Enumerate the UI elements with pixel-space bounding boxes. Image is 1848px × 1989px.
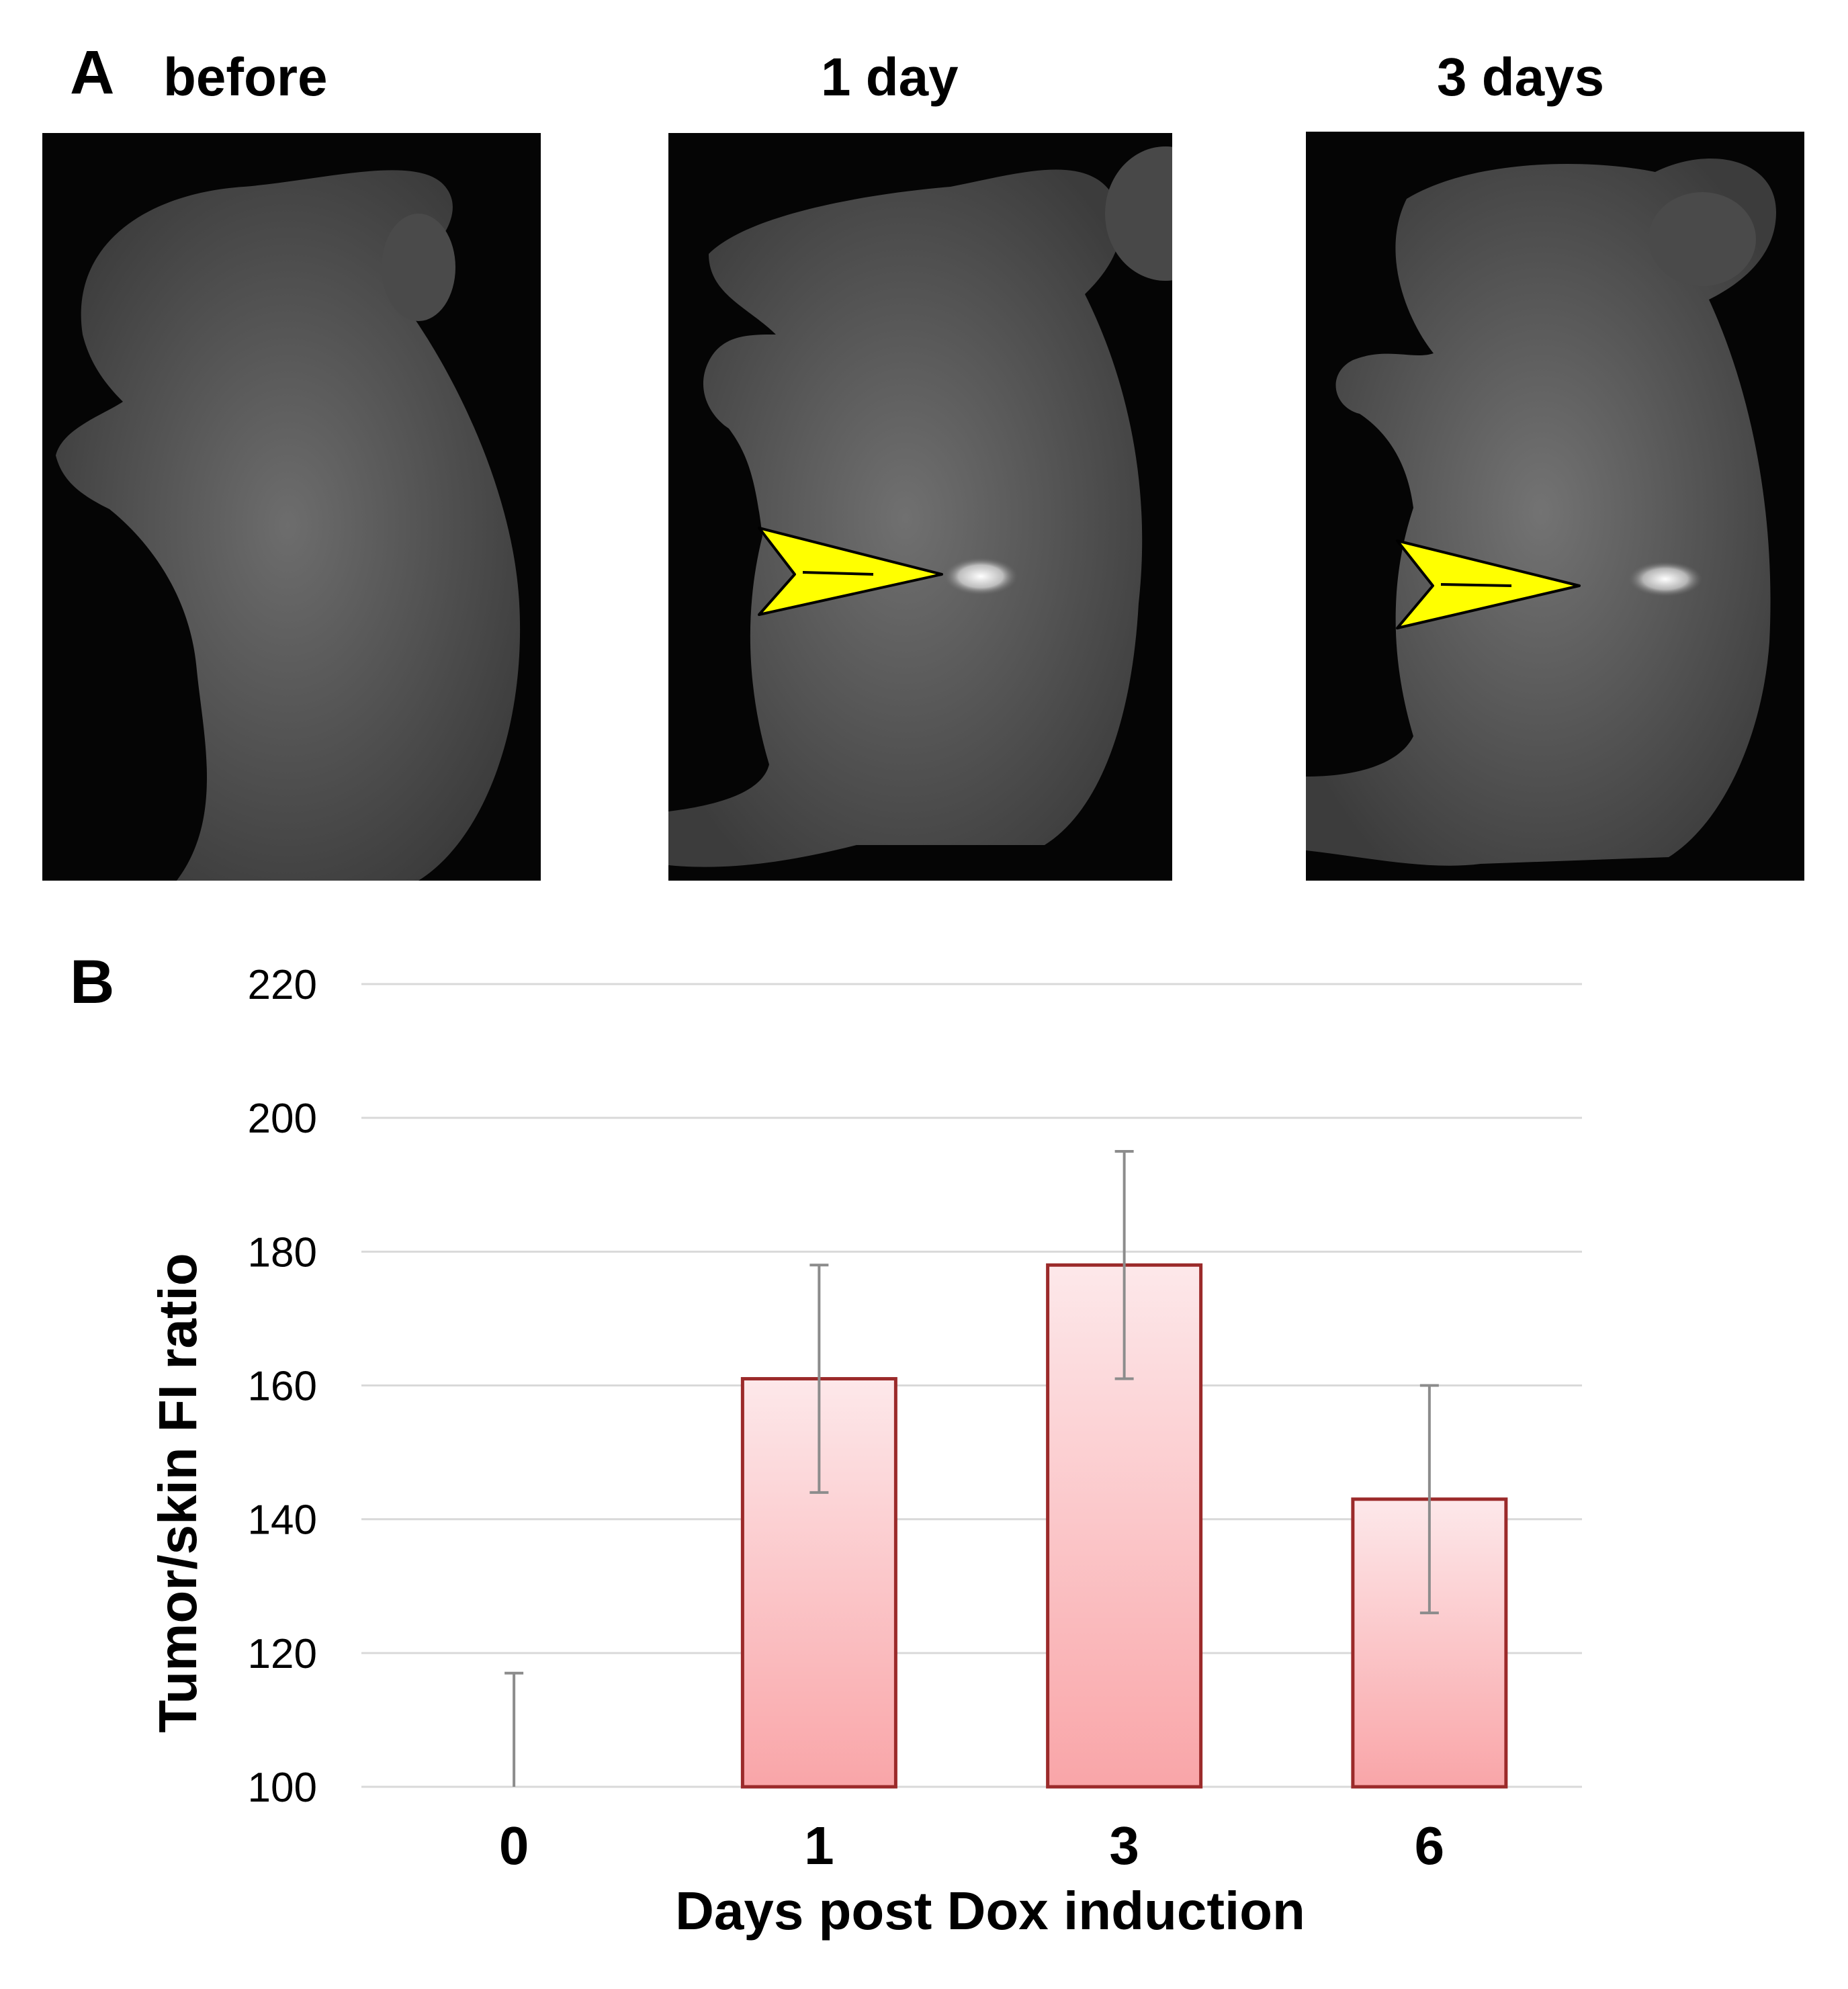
photo-title-before: before: [163, 47, 328, 107]
error-bar-0: [504, 1671, 524, 1787]
mouse-photo-3-days: [1306, 132, 1804, 881]
y-tick-label: 160: [248, 1364, 317, 1410]
photo-title-1-day: 1 day: [821, 47, 959, 107]
error-bar-3: [1114, 1149, 1134, 1380]
panel-b-letter: B: [70, 948, 114, 1016]
x-tick-label: 1: [804, 1816, 834, 1875]
x-axis-label: Days post Dox induction: [675, 1881, 1305, 1941]
y-tick-label: 200: [248, 1096, 317, 1142]
arrowhead-icon: [758, 527, 943, 616]
mouse-silhouette: [668, 169, 1143, 867]
arrowhead-1-day: [758, 527, 943, 616]
mouse-silhouette: [1306, 159, 1776, 866]
bar-chart: B 100 120 140 160 180 200 220 0 1 3 6 Tumor/skin …: [70, 948, 1582, 1941]
mouse-photo-before: [42, 133, 541, 881]
y-tick-label: 180: [248, 1229, 317, 1276]
mouse-photo-1-day: [668, 133, 1172, 881]
x-tick-label: 3: [1109, 1816, 1139, 1875]
x-tick-label: 0: [499, 1816, 529, 1875]
photo-title-3-days: 3 days: [1437, 47, 1605, 107]
y-axis-label: Tumor/skin FI ratio: [148, 1253, 208, 1732]
y-tick-label: 140: [248, 1497, 317, 1544]
arrowhead-3-days: [1396, 539, 1581, 629]
y-tick-label: 220: [248, 962, 317, 1008]
mouse-silhouette: [56, 170, 521, 881]
error-bar-1: [809, 1264, 829, 1494]
error-bar-6: [1419, 1384, 1439, 1615]
x-tick-label: 6: [1415, 1816, 1445, 1875]
y-tick-label: 100: [248, 1765, 317, 1811]
panel-a-letter: A: [70, 38, 115, 107]
y-tick-label: 120: [248, 1631, 317, 1677]
